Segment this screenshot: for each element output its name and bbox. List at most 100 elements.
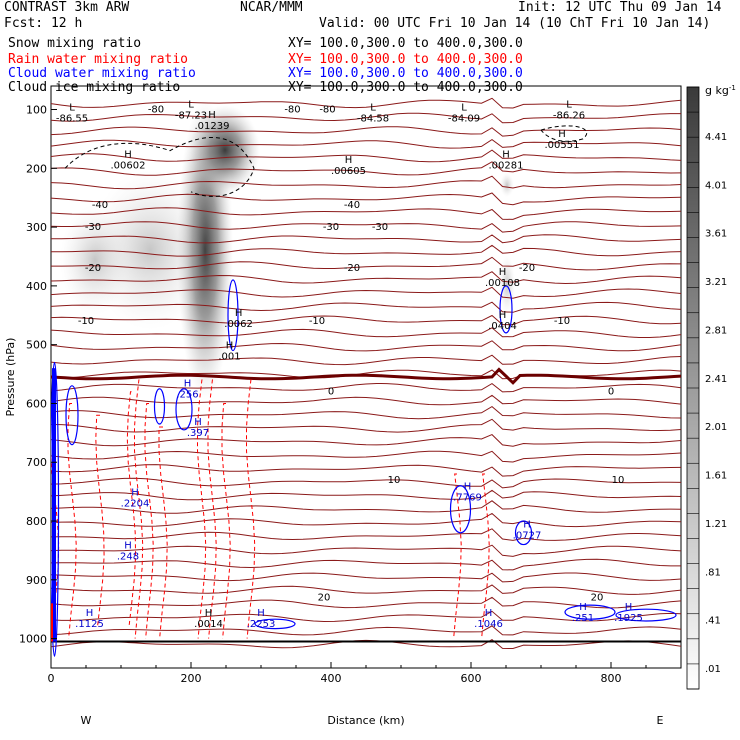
cloud-water-contour: [564, 604, 616, 620]
minimum-value: -86.55: [56, 113, 88, 124]
colorbar-label: 3.61: [705, 229, 727, 240]
isotherm: [51, 528, 681, 541]
isotherm: [51, 327, 681, 338]
maximum-value: .00108: [485, 278, 520, 289]
legend-rain-xy: XY= 100.0,300.0 to 400.0,300.0: [288, 52, 523, 67]
isotherm: [51, 572, 681, 583]
direction-west: W: [81, 714, 92, 727]
maximum-value: .0014: [194, 619, 223, 630]
isotherm: [51, 434, 681, 447]
isotherm: [51, 256, 681, 271]
y-tick-label: 600: [26, 397, 47, 410]
isotherm-label: -30: [85, 222, 101, 233]
cloud-water-contour: [153, 388, 166, 425]
isotherm: [51, 286, 681, 299]
legend-snow-xy: XY= 100.0,300.0 to 400.0,300.0: [288, 36, 523, 51]
isotherm: [51, 584, 681, 595]
cloud-water-contour: [449, 485, 472, 534]
minimum-value: -84.09: [448, 113, 480, 124]
colorbar-label: 4.01: [705, 180, 727, 191]
maximum-marker: H: [86, 608, 94, 619]
rain-water-contour: [246, 379, 256, 639]
maximum-value: .0404: [488, 321, 517, 332]
maximum-value: .256: [176, 390, 198, 401]
isotherm-label: -30: [372, 222, 388, 233]
isotherm: [51, 271, 681, 285]
colorbar-label: .01: [705, 664, 721, 675]
minimum-marker: L: [566, 99, 572, 110]
isotherm-label: -80: [284, 105, 300, 116]
legend-cloud-water: Cloud water mixing ratio: [8, 66, 196, 81]
isotherm-label: -10: [78, 316, 94, 327]
isotherm-label: 0: [608, 387, 614, 398]
rain-water-contour: [134, 379, 144, 639]
maximum-value: .2204: [121, 498, 150, 509]
init-time: Init: 12 UTC Thu 09 Jan 14: [518, 0, 722, 15]
maximum-marker: H: [205, 608, 213, 619]
isotherm: [51, 418, 681, 433]
maximum-value: .00602: [111, 160, 146, 171]
maximum-marker: H: [558, 129, 566, 140]
isotherm: [51, 207, 681, 220]
direction-east: E: [657, 714, 664, 727]
isotherm: [51, 138, 681, 149]
y-tick-label: 500: [26, 339, 47, 352]
cloud-water-contour: [51, 361, 60, 657]
legend-cloud-ice: Cloud ice mixing ratio: [8, 80, 181, 95]
snow-shade-upper: [190, 105, 260, 195]
x-tick-label: 0: [48, 672, 55, 685]
valid-time: Valid: 00 UTC Fri 10 Jan 14 (10 ChT Fri …: [319, 16, 711, 31]
snow-shade-right2: [500, 173, 514, 197]
isotherm-label: 0: [328, 387, 334, 398]
rain-water-contour: [481, 473, 490, 639]
snow-shade-left2: [60, 205, 130, 315]
maximum-value: .251: [572, 613, 594, 624]
isotherm: [51, 638, 681, 650]
maximum-marker: H: [235, 308, 243, 319]
maximum-marker: H: [499, 310, 507, 321]
x-tick-label: 600: [461, 672, 482, 685]
maximum-value: .00281: [489, 160, 524, 171]
isotherm: [51, 314, 681, 326]
freezing-level-contour: [51, 367, 681, 385]
isotherm: [51, 301, 681, 313]
x-tick-label: 400: [321, 672, 342, 685]
isotherm: [51, 544, 681, 557]
maximum-marker: H: [485, 608, 493, 619]
center-label: NCAR/MMM: [240, 0, 303, 15]
maximum-marker: H: [579, 602, 587, 613]
legend-snow: Snow mixing ratio: [8, 36, 142, 51]
isotherm-label: -80: [319, 105, 335, 116]
y-tick-label: 700: [26, 456, 47, 469]
temperature-contours: -80 -80 -80 -40 -40 -30 -30 -30 -20 -20 -20 -10 -10 -…: [51, 97, 681, 650]
minimum-marker: L: [370, 102, 376, 113]
maximum-marker: H: [625, 602, 633, 613]
maximum-marker: H: [464, 482, 472, 493]
rain-water-contour: [207, 379, 217, 639]
minimum-marker: L: [461, 102, 467, 113]
cloud-water-edge: [52, 368, 56, 642]
isotherm-label: -20: [519, 263, 535, 274]
isotherm: [51, 221, 681, 233]
colorbar-label: 1.21: [705, 519, 727, 530]
maximum-value: .0727: [513, 531, 542, 542]
isotherm: [51, 610, 681, 623]
axes: 0 200 400 600 800100200300400500600700800900…: [4, 104, 682, 727]
cloud-water-contour: [499, 285, 513, 334]
maximum-value: .01239: [195, 121, 230, 132]
rain-water-contour: [95, 414, 105, 627]
isotherm-label: 10: [388, 475, 401, 486]
rain-water-contour: [158, 426, 168, 639]
isotherm: [51, 625, 681, 636]
rain-water-contour: [453, 473, 462, 639]
rain-water-contour: [126, 391, 137, 627]
colorbar-label: 2.81: [705, 325, 727, 336]
isotherm: [51, 175, 681, 190]
isotherm: [51, 112, 681, 124]
maximum-marker: H: [345, 155, 353, 166]
y-tick-label: 200: [26, 162, 47, 175]
maximum-value: .2253: [247, 619, 276, 630]
isotherm-label: -40: [344, 200, 360, 211]
colorbar-label: .41: [705, 616, 721, 627]
